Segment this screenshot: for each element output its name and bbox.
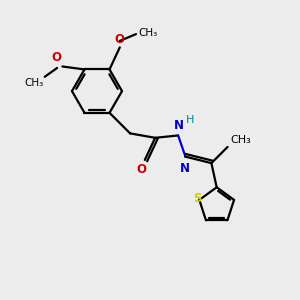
Text: CH₃: CH₃ [138,28,158,38]
Text: O: O [115,33,125,46]
Text: O: O [51,51,61,64]
Text: O: O [136,164,146,176]
Text: CH₃: CH₃ [24,78,43,88]
Text: N: N [180,162,190,175]
Text: N: N [174,119,184,132]
Text: H: H [186,115,195,125]
Text: S: S [194,192,202,205]
Text: CH₃: CH₃ [230,135,251,145]
